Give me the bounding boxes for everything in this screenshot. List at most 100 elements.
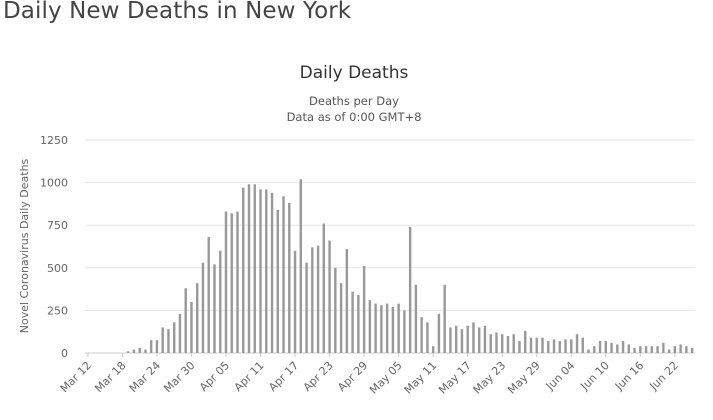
- bar[interactable]: [201, 262, 205, 353]
- bar[interactable]: [518, 341, 521, 353]
- bar[interactable]: [506, 335, 510, 353]
- bar[interactable]: [345, 249, 349, 353]
- bar[interactable]: [276, 209, 279, 353]
- bar[interactable]: [161, 327, 164, 353]
- bar[interactable]: [679, 344, 682, 353]
- bar[interactable]: [219, 250, 222, 353]
- bar[interactable]: [690, 347, 694, 353]
- bar[interactable]: [368, 300, 372, 353]
- bar[interactable]: [305, 262, 308, 353]
- x-tick-label: Apr 05: [197, 359, 232, 394]
- bar[interactable]: [385, 303, 389, 353]
- bar[interactable]: [236, 211, 239, 353]
- bar[interactable]: [656, 346, 659, 353]
- bar[interactable]: [414, 284, 418, 353]
- bar[interactable]: [357, 295, 360, 353]
- bar[interactable]: [265, 189, 268, 353]
- bar[interactable]: [362, 266, 366, 353]
- bar[interactable]: [685, 346, 688, 353]
- bar[interactable]: [472, 322, 475, 353]
- bar[interactable]: [184, 288, 187, 353]
- bar[interactable]: [391, 306, 395, 353]
- bar[interactable]: [247, 184, 251, 353]
- bar[interactable]: [282, 196, 285, 353]
- bar[interactable]: [138, 347, 141, 353]
- bar[interactable]: [403, 310, 406, 353]
- bar[interactable]: [570, 339, 573, 353]
- bar[interactable]: [529, 337, 533, 353]
- bar[interactable]: [230, 213, 233, 353]
- bar[interactable]: [581, 337, 584, 353]
- bar[interactable]: [662, 342, 665, 353]
- bar[interactable]: [547, 341, 550, 353]
- bar[interactable]: [397, 303, 400, 353]
- bar[interactable]: [374, 303, 377, 353]
- bar[interactable]: [673, 346, 677, 353]
- bar[interactable]: [288, 203, 291, 353]
- bar[interactable]: [155, 340, 159, 353]
- bar[interactable]: [466, 325, 469, 353]
- bar[interactable]: [454, 325, 458, 353]
- bar[interactable]: [190, 301, 193, 353]
- bar[interactable]: [564, 339, 567, 353]
- bar[interactable]: [351, 291, 354, 353]
- bar[interactable]: [213, 264, 216, 353]
- bar[interactable]: [639, 346, 642, 353]
- bar[interactable]: [650, 346, 654, 353]
- bar[interactable]: [339, 283, 343, 353]
- bar[interactable]: [431, 346, 435, 353]
- bar[interactable]: [489, 334, 492, 353]
- bar[interactable]: [132, 349, 136, 353]
- bar[interactable]: [299, 179, 303, 353]
- bar[interactable]: [322, 223, 326, 353]
- bar[interactable]: [575, 334, 579, 353]
- bar[interactable]: [167, 329, 170, 353]
- bar[interactable]: [293, 250, 297, 353]
- bar[interactable]: [627, 344, 631, 353]
- bar[interactable]: [328, 240, 331, 353]
- bar[interactable]: [524, 330, 527, 353]
- bar[interactable]: [512, 334, 515, 353]
- bar[interactable]: [270, 192, 274, 353]
- bar[interactable]: [558, 341, 561, 353]
- bar[interactable]: [587, 349, 590, 353]
- bar[interactable]: [535, 337, 538, 353]
- bar[interactable]: [616, 344, 619, 353]
- bar[interactable]: [483, 325, 487, 353]
- bar[interactable]: [207, 237, 210, 353]
- bar[interactable]: [593, 346, 596, 353]
- bar[interactable]: [552, 339, 556, 353]
- bar[interactable]: [644, 346, 648, 353]
- bar[interactable]: [408, 226, 412, 353]
- bar[interactable]: [604, 341, 608, 353]
- bar[interactable]: [259, 189, 262, 353]
- bar[interactable]: [495, 332, 498, 353]
- bar[interactable]: [144, 349, 147, 353]
- bar[interactable]: [610, 342, 613, 353]
- bar[interactable]: [598, 341, 602, 353]
- bar[interactable]: [443, 284, 446, 353]
- bar[interactable]: [224, 211, 228, 353]
- bar[interactable]: [178, 313, 182, 353]
- bar[interactable]: [501, 334, 504, 353]
- bar[interactable]: [541, 337, 544, 353]
- bar[interactable]: [316, 245, 320, 353]
- bar[interactable]: [380, 305, 383, 353]
- bar[interactable]: [449, 327, 452, 353]
- bar[interactable]: [426, 322, 429, 353]
- bar[interactable]: [437, 313, 441, 353]
- bar[interactable]: [242, 187, 245, 353]
- bar[interactable]: [420, 317, 423, 353]
- bar[interactable]: [621, 341, 625, 353]
- bar[interactable]: [196, 283, 199, 353]
- bar[interactable]: [667, 349, 671, 353]
- bar[interactable]: [126, 351, 130, 353]
- bar[interactable]: [149, 340, 153, 353]
- bar[interactable]: [172, 322, 176, 353]
- bar[interactable]: [633, 347, 636, 353]
- bar[interactable]: [311, 247, 314, 353]
- bar[interactable]: [334, 267, 337, 353]
- bar[interactable]: [477, 327, 481, 353]
- bar[interactable]: [460, 329, 464, 353]
- bar[interactable]: [253, 184, 256, 353]
